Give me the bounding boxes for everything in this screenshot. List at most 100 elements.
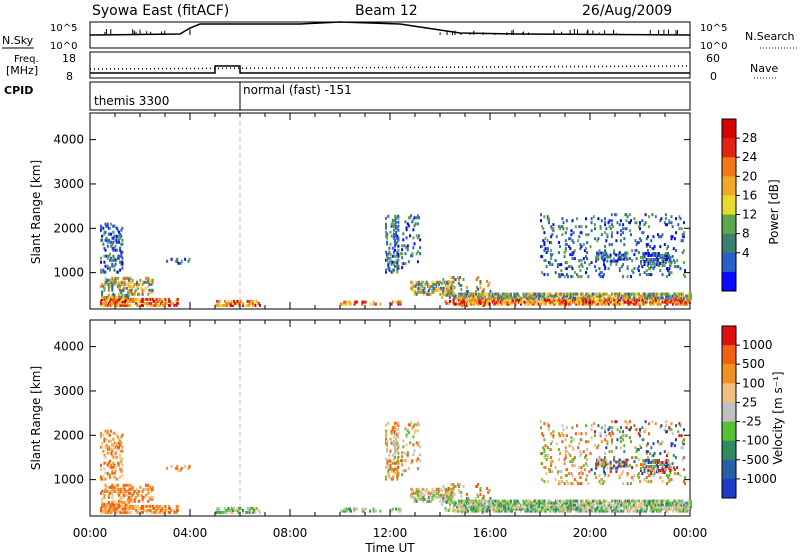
data-cell <box>391 461 394 465</box>
data-cell <box>592 422 595 426</box>
data-cell <box>561 302 564 306</box>
data-cell <box>119 491 122 495</box>
data-cell <box>601 507 603 511</box>
data-cell <box>462 294 465 298</box>
data-cell <box>401 459 404 463</box>
data-cell <box>115 441 118 445</box>
data-cell <box>556 265 559 269</box>
data-cell <box>530 296 533 300</box>
data-cell <box>484 294 486 298</box>
data-cell <box>651 499 654 503</box>
data-cell <box>411 427 414 431</box>
data-cell <box>558 225 560 229</box>
data-cell <box>103 506 106 510</box>
y-tick-label: 2000 <box>53 221 84 235</box>
data-cell <box>667 501 670 505</box>
data-cell <box>481 296 484 300</box>
data-cell <box>632 296 635 300</box>
data-cell <box>105 506 108 510</box>
data-cell <box>639 428 641 432</box>
data-cell <box>605 462 608 466</box>
data-cell <box>590 298 593 302</box>
data-cell <box>547 294 549 298</box>
data-cell <box>119 467 122 471</box>
data-cell <box>638 298 641 302</box>
data-cell <box>565 294 567 298</box>
data-cell <box>592 292 594 296</box>
data-cell <box>227 506 230 510</box>
data-cell <box>569 237 572 241</box>
data-cell <box>252 508 255 512</box>
data-cell <box>122 297 125 301</box>
data-cell <box>452 281 455 285</box>
data-cell <box>161 508 164 512</box>
data-cell <box>121 433 124 437</box>
data-cell <box>605 434 608 438</box>
data-cell <box>109 439 111 443</box>
data-cell <box>630 275 632 279</box>
data-cell <box>551 507 554 511</box>
data-cell <box>120 280 123 284</box>
data-cell <box>643 470 646 474</box>
data-cell <box>131 280 134 284</box>
data-cell <box>613 507 616 511</box>
data-cell <box>115 226 118 230</box>
data-cell <box>141 282 144 286</box>
data-cell <box>406 248 409 252</box>
data-cell <box>155 510 158 514</box>
data-cell <box>523 501 526 505</box>
data-cell <box>129 280 132 284</box>
data-cell <box>652 258 655 261</box>
data-cell <box>164 508 167 512</box>
data-cell <box>526 296 529 300</box>
data-cell <box>113 297 116 301</box>
data-cell <box>648 225 650 229</box>
data-cell <box>102 301 105 305</box>
data-cell <box>622 464 624 468</box>
data-cell <box>133 499 136 503</box>
data-cell <box>622 227 625 231</box>
data-cell <box>147 499 150 503</box>
data-cell <box>238 299 241 303</box>
data-cell <box>454 509 457 513</box>
data-cell <box>590 499 593 503</box>
data-cell <box>646 503 648 507</box>
data-cell <box>478 507 481 511</box>
data-cell <box>564 239 567 243</box>
data-cell <box>604 456 607 460</box>
data-cell <box>125 508 128 512</box>
data-cell <box>127 483 129 487</box>
data-cell <box>138 282 141 286</box>
data-cell <box>546 247 549 251</box>
data-cell <box>652 247 655 251</box>
data-cell <box>538 294 540 298</box>
data-cell <box>515 505 518 509</box>
data-cell <box>463 503 466 507</box>
data-cell <box>650 296 653 300</box>
data-cell <box>180 259 183 263</box>
data-cell <box>176 466 179 470</box>
data-cell <box>625 219 628 223</box>
data-cell <box>419 286 421 290</box>
data-cell <box>677 507 680 511</box>
data-cell <box>133 506 135 510</box>
data-cell <box>451 490 454 494</box>
data-cell <box>623 464 626 468</box>
data-cell <box>109 240 111 244</box>
data-cell <box>606 507 609 511</box>
data-cell <box>651 454 654 458</box>
colorbar-frame <box>721 118 737 292</box>
data-cell <box>439 280 442 284</box>
data-cell <box>648 432 650 436</box>
data-cell <box>651 213 654 217</box>
data-cell <box>409 441 411 445</box>
data-cell <box>422 290 425 294</box>
data-cell <box>626 265 629 269</box>
data-cell <box>585 225 587 229</box>
data-cell <box>387 463 390 467</box>
data-cell <box>412 228 415 232</box>
data-cell <box>164 299 167 303</box>
data-cell <box>599 458 602 462</box>
data-cell <box>409 216 411 220</box>
data-cell <box>502 298 504 302</box>
